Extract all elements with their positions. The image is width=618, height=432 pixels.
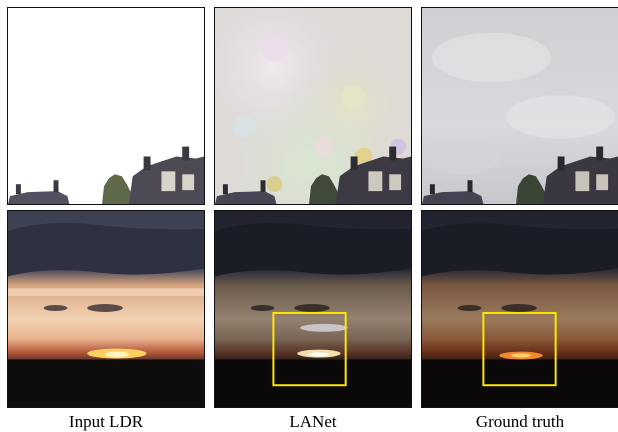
caption-lanet: LANet [289,412,337,431]
highlight-box [482,311,557,387]
image-row1-ground-truth [421,7,618,205]
caption-ground-truth: Ground truth [475,412,565,431]
image-row1-lanet [214,7,412,205]
image-row2-lanet [214,210,412,408]
image-row2-input-ldr [7,210,205,408]
image-row2-ground-truth [421,210,618,408]
highlight-box [272,311,347,387]
image-row1-input-ldr [7,7,205,205]
caption-input-ldr: Input LDR [68,412,144,431]
